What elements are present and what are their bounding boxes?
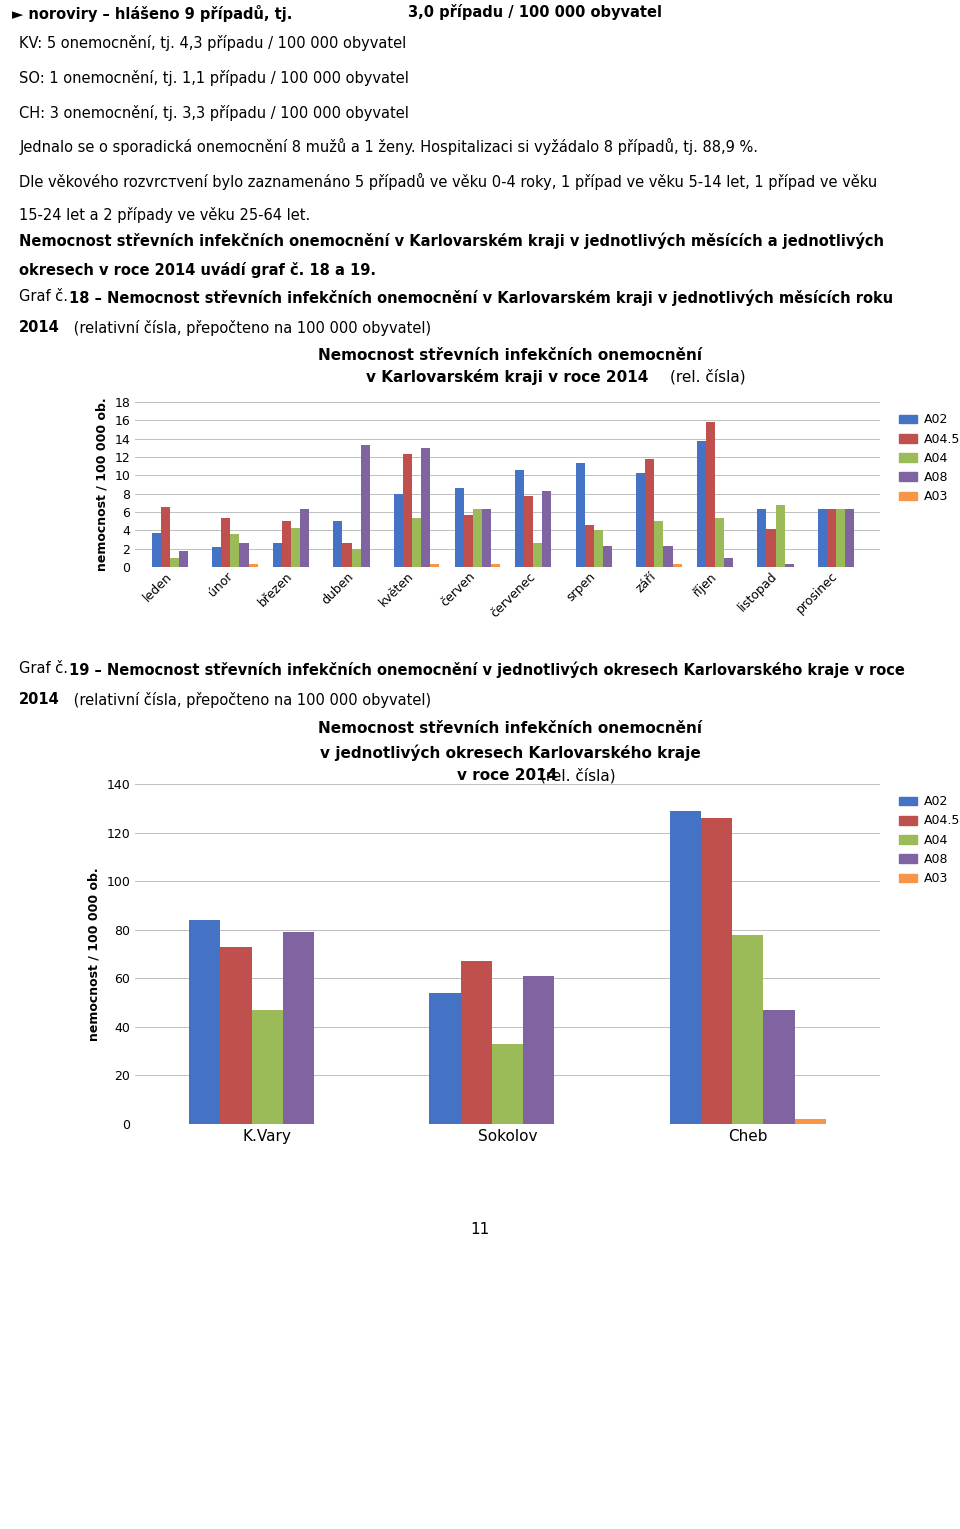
Text: Graf č.: Graf č. bbox=[19, 661, 73, 676]
Bar bbox=[160, 506, 170, 567]
Bar bbox=[784, 564, 794, 567]
Bar bbox=[706, 422, 715, 567]
Text: Graf č.: Graf č. bbox=[19, 289, 73, 304]
Text: Nemocnost střevních infekčních onemocnění: Nemocnost střevních infekčních onemocněn… bbox=[318, 720, 702, 735]
Bar bbox=[252, 1009, 283, 1124]
Bar bbox=[421, 448, 430, 567]
Text: (relativní čísla, přepočteno na 100 000 obyvatel): (relativní čísla, přepočteno na 100 000 … bbox=[69, 693, 431, 708]
Bar bbox=[724, 558, 733, 567]
Bar bbox=[763, 1009, 795, 1124]
Bar bbox=[715, 518, 724, 567]
Bar bbox=[523, 976, 554, 1124]
Text: Jednalo se o sporadická onemocnění 8 mužů a 1 ženy. Hospitalizaci si vуžádalo 8 : Jednalo se o sporadická onemocnění 8 muž… bbox=[19, 139, 758, 156]
Bar bbox=[394, 494, 403, 567]
Text: CH: 3 onemocnění, tj. 3,3 případu / 100 000 obyvatel: CH: 3 onemocnění, tj. 3,3 případu / 100 … bbox=[19, 104, 409, 121]
Bar bbox=[655, 521, 663, 567]
Bar bbox=[732, 934, 763, 1124]
Bar bbox=[343, 543, 351, 567]
Bar bbox=[594, 531, 603, 567]
Bar bbox=[239, 543, 249, 567]
Text: 19 – Nemocnost střevních infekčních onemocnění v jednotlivých okresech Karlovars: 19 – Nemocnost střevních infekčních onem… bbox=[69, 661, 905, 677]
Text: 11: 11 bbox=[470, 1222, 490, 1237]
Text: 18 – Nemocnost střevních infekčních onemocnění v Karlovarském kraji v jednotlivý: 18 – Nemocnost střevních infekčních onem… bbox=[69, 289, 893, 306]
Bar bbox=[283, 933, 314, 1124]
Bar bbox=[533, 543, 542, 567]
Bar bbox=[464, 515, 472, 567]
Bar bbox=[333, 521, 343, 567]
Bar bbox=[776, 505, 784, 567]
Bar bbox=[757, 509, 766, 567]
Bar bbox=[766, 529, 776, 567]
Bar bbox=[222, 518, 230, 567]
Bar bbox=[430, 564, 440, 567]
Bar bbox=[230, 534, 239, 567]
Bar bbox=[585, 524, 594, 567]
Text: ► noroviry – hlášeno 9 případů, tj.: ► noroviry – hlášeno 9 případů, tj. bbox=[12, 5, 298, 21]
Bar bbox=[492, 1044, 523, 1124]
Text: (relativní čísla, přepočteno na 100 000 obyvatel): (relativní čísla, přepočteno na 100 000 … bbox=[69, 321, 431, 336]
Text: v roce 2014: v roce 2014 bbox=[457, 768, 563, 783]
Bar bbox=[461, 962, 492, 1124]
Text: 3,0 případu / 100 000 obyvatel: 3,0 případu / 100 000 obyvatel bbox=[408, 5, 662, 20]
Bar bbox=[673, 564, 682, 567]
Bar bbox=[845, 509, 854, 567]
Bar bbox=[152, 534, 160, 567]
Bar bbox=[645, 459, 655, 567]
Text: 15-24 let a 2 případy ve věku 25-64 let.: 15-24 let a 2 případy ve věku 25-64 let. bbox=[19, 206, 310, 223]
Bar bbox=[818, 509, 827, 567]
Text: okresech v roce 2014 uvádí graf č. 18 a 19.: okresech v roce 2014 uvádí graf č. 18 a … bbox=[19, 261, 376, 278]
Bar bbox=[212, 547, 222, 567]
Y-axis label: nemocnost / 100 000 ob.: nemocnost / 100 000 ob. bbox=[87, 867, 101, 1041]
Bar bbox=[220, 946, 252, 1124]
Bar bbox=[636, 472, 645, 567]
Text: (rel. čísla): (rel. čísla) bbox=[670, 368, 746, 384]
Bar bbox=[576, 463, 585, 567]
Bar bbox=[701, 818, 732, 1124]
Text: 2014: 2014 bbox=[19, 321, 60, 335]
Text: v jednotlivých okresech Karlovarského kraje: v jednotlivých okresech Karlovarského kr… bbox=[320, 745, 701, 761]
Text: Nemocnost střevních infekčních onemocnění v Karlovarském kraji v jednotlivých mě: Nemocnost střevních infekčních onemocněn… bbox=[19, 232, 884, 249]
Bar bbox=[351, 549, 361, 567]
Bar bbox=[300, 509, 309, 567]
Bar bbox=[795, 1119, 826, 1124]
Bar bbox=[429, 992, 461, 1124]
Legend: A02, A04.5, A04, A08, A03: A02, A04.5, A04, A08, A03 bbox=[894, 408, 960, 508]
Bar bbox=[491, 564, 500, 567]
Bar bbox=[170, 558, 179, 567]
Bar bbox=[361, 445, 370, 567]
Bar bbox=[524, 495, 533, 567]
Bar bbox=[454, 488, 464, 567]
Text: SO: 1 onemocnění, tj. 1,1 případu / 100 000 obyvatel: SO: 1 onemocnění, tj. 1,1 případu / 100 … bbox=[19, 70, 409, 86]
Bar bbox=[179, 550, 188, 567]
Bar bbox=[412, 518, 421, 567]
Bar bbox=[472, 509, 482, 567]
Text: 2014: 2014 bbox=[19, 693, 60, 708]
Legend: A02, A04.5, A04, A08, A03: A02, A04.5, A04, A08, A03 bbox=[894, 790, 960, 890]
Bar bbox=[291, 528, 300, 567]
Text: (rel. čísla): (rel. čísla) bbox=[540, 768, 615, 783]
Bar bbox=[697, 442, 706, 567]
Bar bbox=[836, 509, 845, 567]
Text: v Karlovarském kraji v roce 2014: v Karlovarském kraji v roce 2014 bbox=[366, 368, 654, 385]
Bar bbox=[273, 543, 282, 567]
Bar bbox=[282, 521, 291, 567]
Bar bbox=[542, 491, 551, 567]
Y-axis label: nemocnost / 100 000 ob.: nemocnost / 100 000 ob. bbox=[96, 398, 108, 572]
Bar bbox=[603, 546, 612, 567]
Bar bbox=[516, 469, 524, 567]
Text: KV: 5 onemocnění, tj. 4,3 případu / 100 000 obyvatel: KV: 5 onemocnění, tj. 4,3 případu / 100 … bbox=[19, 35, 406, 50]
Text: Dle věkového rozvrстvení bylo zaznamenáno 5 případů ve věku 0-4 roky, 1 případ v: Dle věkového rozvrстvení bylo zaznamenán… bbox=[19, 173, 877, 190]
Bar bbox=[663, 546, 673, 567]
Bar bbox=[827, 509, 836, 567]
Bar bbox=[482, 509, 491, 567]
Bar bbox=[670, 810, 701, 1124]
Text: Nemocnost střevních infekčních onemocnění: Nemocnost střevních infekčních onemocněn… bbox=[318, 347, 702, 362]
Bar bbox=[249, 564, 257, 567]
Bar bbox=[189, 920, 220, 1124]
Bar bbox=[403, 454, 412, 567]
